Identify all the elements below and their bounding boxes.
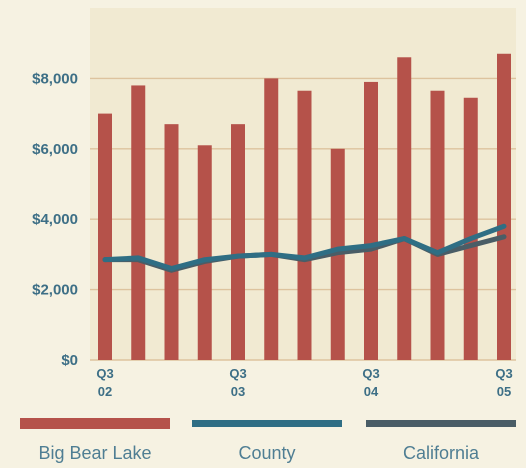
legend-item-california: California	[366, 418, 516, 464]
y-tick-label: $8,000	[32, 70, 78, 87]
y-tick-label: $6,000	[32, 141, 78, 158]
bar	[364, 81, 378, 361]
legend-label-big-bear-lake: Big Bear Lake	[38, 443, 152, 463]
legend: Big Bear Lake County California	[0, 418, 526, 468]
x-tick-label: Q3	[229, 366, 246, 381]
bar	[264, 78, 279, 361]
bar	[131, 85, 146, 360]
x-tick-label: Q3	[495, 366, 512, 381]
x-tick-label: 02	[98, 384, 112, 399]
bar	[497, 53, 511, 360]
bar	[430, 90, 445, 360]
y-tick-label: $4,000	[32, 211, 78, 228]
bar	[397, 57, 412, 360]
bar	[98, 113, 112, 360]
chart: $0$2,000$4,000$6,000$8,000 Q302Q303Q304Q…	[32, 8, 516, 399]
x-tick-label: Q3	[96, 366, 113, 381]
legend-item-big-bear-lake: Big Bear Lake	[20, 418, 170, 464]
bar	[231, 124, 245, 360]
bar	[463, 97, 478, 360]
y-tick-label: $2,000	[32, 282, 78, 299]
legend-label-county: County	[238, 443, 296, 463]
legend-swatch-california	[366, 420, 516, 427]
bar	[297, 90, 312, 360]
x-axis: Q3 02 Q3 03 Q3 04 Q3 05	[96, 366, 512, 399]
bar	[164, 124, 179, 360]
legend-label-california: California	[402, 443, 480, 463]
bar-series	[98, 53, 511, 361]
x-tick-label: Q3	[362, 366, 379, 381]
x-tick-label: 05	[497, 384, 511, 399]
bar	[197, 145, 212, 360]
y-tick-label: $0	[61, 352, 78, 369]
legend-swatch-county	[192, 420, 342, 427]
y-axis: $0 $2,000 $4,000 $6,000 $8,000	[32, 70, 78, 369]
legend-item-county: County	[192, 418, 342, 464]
legend-swatch-big-bear-lake	[20, 418, 170, 429]
x-tick-label: 03	[231, 384, 245, 399]
x-tick-label: 04	[364, 384, 379, 399]
series-line	[102, 223, 507, 271]
line-series	[102, 223, 507, 273]
